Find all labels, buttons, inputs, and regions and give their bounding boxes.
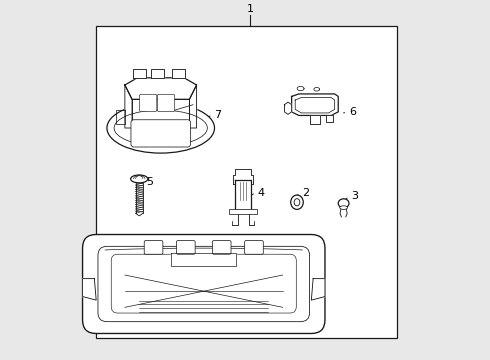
Ellipse shape <box>338 199 349 208</box>
FancyBboxPatch shape <box>229 209 257 214</box>
FancyBboxPatch shape <box>131 120 191 147</box>
Text: 4: 4 <box>258 188 265 198</box>
Polygon shape <box>172 253 236 266</box>
Ellipse shape <box>131 175 148 183</box>
Text: 6: 6 <box>349 107 356 117</box>
Text: 3: 3 <box>351 191 358 201</box>
Ellipse shape <box>294 199 300 206</box>
FancyBboxPatch shape <box>98 246 310 321</box>
Text: 5: 5 <box>147 177 153 187</box>
Polygon shape <box>125 85 132 128</box>
Ellipse shape <box>340 206 347 210</box>
Ellipse shape <box>291 195 303 210</box>
Polygon shape <box>190 85 196 128</box>
Polygon shape <box>151 69 164 78</box>
FancyBboxPatch shape <box>111 254 296 313</box>
Polygon shape <box>310 116 320 124</box>
Text: 1: 1 <box>247 4 254 14</box>
Polygon shape <box>233 169 253 184</box>
Bar <box>96 26 397 338</box>
FancyBboxPatch shape <box>144 240 163 254</box>
Polygon shape <box>285 102 292 114</box>
Ellipse shape <box>107 103 215 153</box>
Polygon shape <box>292 94 338 116</box>
Text: 7: 7 <box>215 111 221 121</box>
FancyBboxPatch shape <box>140 94 157 112</box>
Polygon shape <box>326 116 333 122</box>
FancyBboxPatch shape <box>212 240 231 254</box>
Polygon shape <box>82 279 96 300</box>
FancyBboxPatch shape <box>82 234 325 333</box>
Polygon shape <box>132 99 190 128</box>
FancyBboxPatch shape <box>176 240 195 254</box>
Ellipse shape <box>114 110 207 146</box>
Polygon shape <box>133 69 146 78</box>
Polygon shape <box>311 279 325 300</box>
Polygon shape <box>235 180 251 211</box>
Polygon shape <box>172 69 185 78</box>
Text: 2: 2 <box>302 188 309 198</box>
FancyBboxPatch shape <box>157 94 175 112</box>
FancyBboxPatch shape <box>245 240 263 254</box>
Polygon shape <box>125 78 196 99</box>
